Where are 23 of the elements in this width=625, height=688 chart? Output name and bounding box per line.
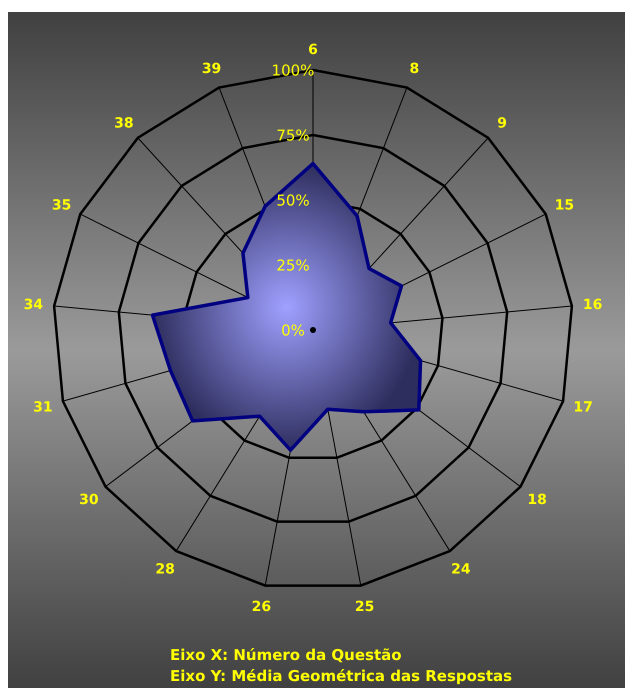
spoke-label: 34 xyxy=(24,296,44,313)
spoke-label: 28 xyxy=(155,562,175,578)
y-tick-label: 100% xyxy=(272,61,314,80)
spoke-label: 17 xyxy=(573,400,593,416)
spoke-label: 39 xyxy=(202,61,222,78)
spoke-label: 35 xyxy=(52,198,72,214)
spoke-label: 15 xyxy=(554,198,574,214)
spoke-label: 6 xyxy=(308,42,318,58)
spoke-label: 18 xyxy=(527,492,547,508)
spoke-label: 8 xyxy=(410,61,420,78)
y-tick-label: 25% xyxy=(276,256,310,274)
text: Eixo Y: Média Geométrica das Respostas xyxy=(170,667,512,685)
spoke-label: 9 xyxy=(497,115,508,132)
spoke-label: 24 xyxy=(451,562,471,578)
spoke-label: 16 xyxy=(582,296,602,313)
spoke-label: 26 xyxy=(252,598,272,615)
text: Eixo X: Número da Questão xyxy=(170,646,402,664)
spoke-label: 30 xyxy=(79,492,99,508)
spoke-label: 38 xyxy=(114,115,134,132)
y-tick-label: 50% xyxy=(276,191,310,210)
y-tick-label: 0% xyxy=(281,321,305,340)
spoke-label: 25 xyxy=(354,598,374,615)
spoke-label: 31 xyxy=(33,400,53,416)
